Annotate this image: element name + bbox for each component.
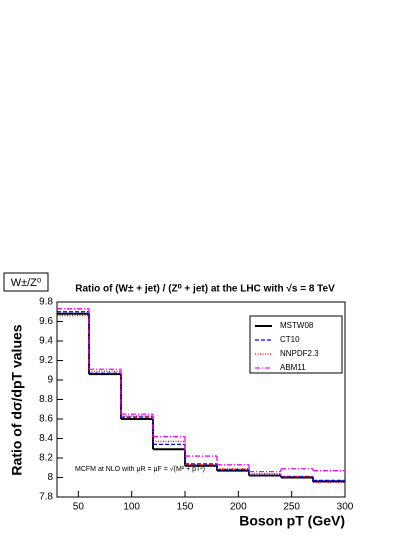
y-tick-label: 9 <box>47 375 53 386</box>
y-tick-label: 8 <box>47 472 53 483</box>
x-tick-label: 100 <box>123 502 140 513</box>
box-frame <box>3 272 49 292</box>
y-tick-label: 9.4 <box>39 336 53 347</box>
y-tick-label: 8.6 <box>39 414 53 425</box>
legend-label: ABM11 <box>280 363 306 372</box>
box-label: W±/Z⁰ <box>11 277 42 289</box>
x-tick-label: 150 <box>177 502 194 513</box>
y-axis-label: Ratio of dσ/dpT values <box>9 324 25 475</box>
legend-label: NNPDF2.3 <box>280 349 319 358</box>
y-tick-label: 9.2 <box>39 355 53 366</box>
x-tick-label: 300 <box>337 502 354 513</box>
y-tick-label: 8.2 <box>39 453 53 464</box>
x-axis-label: Boson pT (GeV) <box>239 513 345 529</box>
y-tick-label: 9.8 <box>39 297 53 308</box>
annotation: MCFM at NLO with μR = μF = √(M² + pT²) <box>75 465 205 473</box>
chart-title: Ratio of (W± + jet) / (Z⁰ + jet) at the … <box>75 284 335 295</box>
legend-label: CT10 <box>280 335 300 344</box>
x-tick-label: 200 <box>230 502 247 513</box>
y-tick-label: 8.4 <box>39 433 53 444</box>
legend-label: MSTW08 <box>280 321 314 330</box>
x-tick-label: 50 <box>73 502 85 513</box>
y-tick-label: 9.6 <box>39 316 53 327</box>
x-tick-label: 250 <box>283 502 300 513</box>
y-tick-label: 7.8 <box>39 492 53 503</box>
y-tick-label: 8.8 <box>39 394 53 405</box>
